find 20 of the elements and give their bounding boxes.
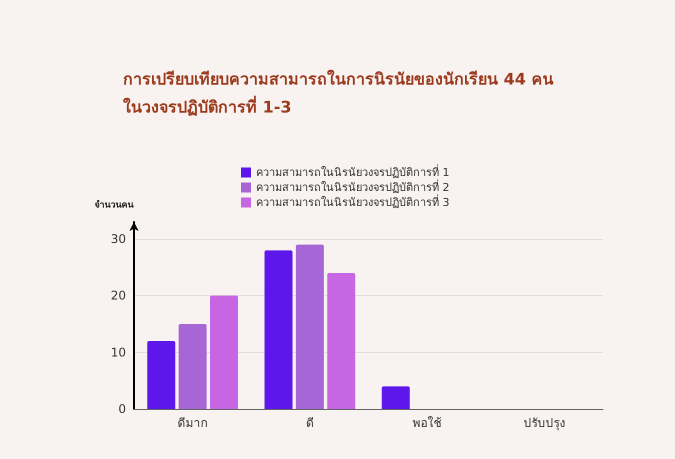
legend-label: ความสามารถในนิรนัยวงจรปฏิบัติการที่ 2	[256, 179, 450, 194]
legend-label: ความสามารถในนิรนัยวงจรปฏิบัติการที่ 3	[256, 194, 450, 209]
x-tick-label: ดีมาก	[178, 416, 208, 430]
bar	[147, 341, 176, 409]
chart-title: การเปรียบเทียบความสามารถในการนิรนัยของนักเรียน 44 คน ในวงจรปฏิบัติการที่ 1-3	[123, 70, 554, 116]
x-tick-label: พอใช้	[412, 416, 442, 430]
x-tick-label: ปรับปรุง	[523, 416, 566, 431]
y-axis-title: จำนวนคน	[94, 200, 134, 210]
legend-label: ความสามารถในนิรนัยวงจรปฏิบัติการที่ 1	[256, 164, 450, 179]
bar	[264, 250, 293, 409]
y-tick-label: 0	[118, 402, 126, 416]
bar	[382, 386, 410, 409]
y-tick-label: 20	[110, 288, 126, 303]
bar	[178, 324, 207, 409]
x-tick-label: ดี	[306, 416, 314, 430]
y-tick-label: 10	[110, 345, 126, 360]
bar	[327, 273, 356, 409]
y-tick-label: 30	[110, 232, 126, 246]
bar	[296, 244, 324, 409]
bar	[210, 296, 238, 409]
